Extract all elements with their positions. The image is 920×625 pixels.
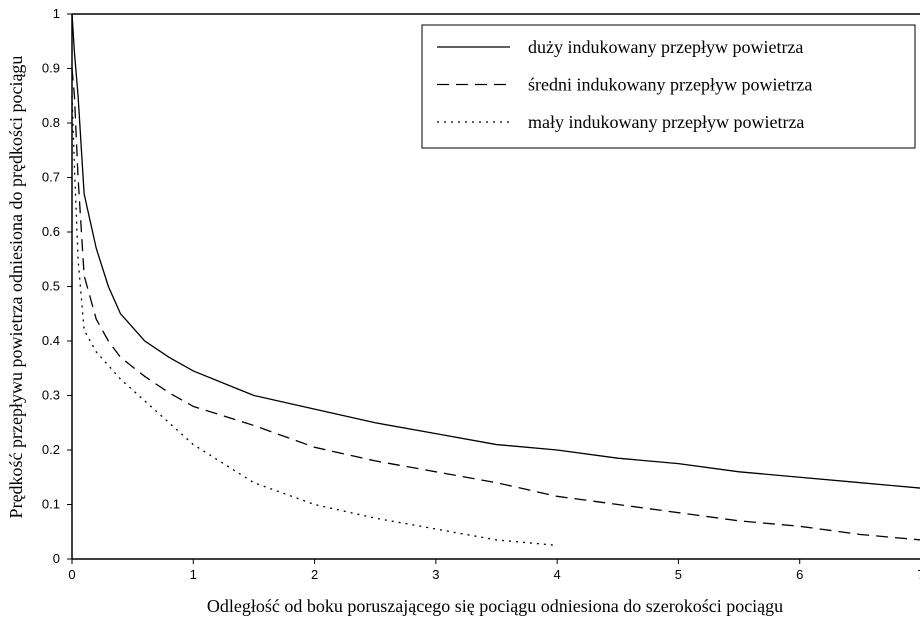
- x-tick-label: 2: [311, 567, 318, 582]
- y-tick-label: 0.3: [42, 388, 60, 403]
- y-tick-label: 0.2: [42, 442, 60, 457]
- y-tick-label: 0.9: [42, 61, 60, 76]
- legend-box: [421, 24, 916, 149]
- x-tick-label: 1: [190, 567, 197, 582]
- y-tick-label: 0.8: [42, 115, 60, 130]
- x-tick-label: 6: [796, 567, 803, 582]
- y-tick-label: 0.6: [42, 224, 60, 239]
- x-tick-label: 0: [68, 567, 75, 582]
- legend-label: średni indukowany przepływ powietrza: [528, 75, 812, 95]
- legend-label: duży indukowany przepływ powietrza: [528, 37, 803, 57]
- x-axis-label: Odległość od boku poruszającego się poci…: [207, 596, 783, 616]
- line-series: [71, 68, 920, 541]
- y-tick-label: 0.1: [42, 497, 60, 512]
- line-series: [71, 13, 920, 489]
- x-tick-label: 7: [917, 567, 920, 582]
- y-tick-label: 0: [53, 551, 60, 566]
- y-tick-label: 1: [53, 6, 60, 21]
- line-series: [71, 95, 558, 547]
- y-tick-label: 0.4: [42, 333, 60, 348]
- y-tick-label: 0.7: [42, 170, 60, 185]
- y-tick-label: 0.5: [42, 279, 60, 294]
- y-axis-label: Prędkość przepływu powietrza odniesiona …: [6, 56, 26, 519]
- x-tick-label: 4: [554, 567, 561, 582]
- legend-label: mały indukowany przepływ powietrza: [528, 112, 804, 132]
- x-tick-label: 5: [675, 567, 682, 582]
- x-tick-label: 3: [432, 567, 439, 582]
